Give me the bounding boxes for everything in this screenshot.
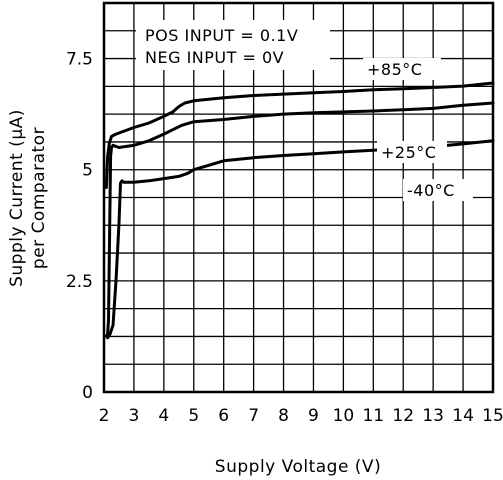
x-tick-label: 15 <box>482 406 503 426</box>
annotation-pos-input: POS INPUT = 0.1V <box>145 26 298 45</box>
x-tick-label: 3 <box>129 406 140 426</box>
plot-frame <box>102 1 495 394</box>
y-tick-label: 7.5 <box>66 50 93 70</box>
x-axis-title: Supply Voltage (V) <box>215 457 381 477</box>
annotation-neg-input: NEG INPUT = 0V <box>145 48 284 67</box>
series-lines <box>104 81 495 340</box>
series-label-backdrop-40 <box>403 179 473 201</box>
y-tick-labels: 0 2.5 5 7.5 <box>66 50 93 403</box>
y-axis-title-line1: Supply Current (μA) <box>7 109 27 287</box>
x-tick-label: 10 <box>333 406 355 426</box>
x-tick-label: 14 <box>452 406 474 426</box>
x-tick-label: 8 <box>278 406 289 426</box>
series-label-minus40c: -40°C <box>407 181 455 200</box>
x-tick-label: 2 <box>99 406 110 426</box>
x-tick-label: 4 <box>158 406 169 426</box>
x-tick-labels: 2 3 4 5 6 7 8 9 10 11 12 13 14 15 <box>99 406 503 426</box>
series-label-85c: +85°C <box>367 60 422 79</box>
series-label-25c: +25°C <box>381 143 436 162</box>
series-line-minus-40c <box>106 139 495 340</box>
y-tick-label: 2.5 <box>66 272 93 292</box>
series-line-plus-25c <box>104 101 495 338</box>
y-axis-title-line2: per Comparator <box>29 127 49 269</box>
annotation-backdrop <box>136 20 330 70</box>
x-tick-label: 7 <box>248 406 259 426</box>
x-tick-label: 9 <box>308 406 319 426</box>
x-tick-label: 6 <box>218 406 229 426</box>
series-label-backdrop-85 <box>363 58 441 80</box>
y-tick-label: 0 <box>82 383 93 403</box>
x-tick-label: 13 <box>422 406 444 426</box>
series-label-backdrop-25 <box>377 141 447 163</box>
y-tick-label: 5 <box>82 161 93 181</box>
x-tick-label: 11 <box>362 406 384 426</box>
series-line-plus-85c <box>104 81 495 189</box>
x-tick-label: 5 <box>188 406 199 426</box>
plot-border <box>102 1 495 394</box>
x-tick-label: 12 <box>392 406 414 426</box>
